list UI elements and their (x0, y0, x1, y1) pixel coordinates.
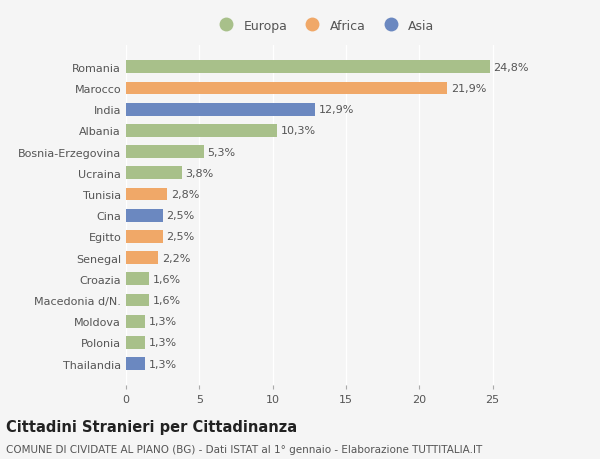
Text: 12,9%: 12,9% (319, 105, 354, 115)
Text: 1,3%: 1,3% (149, 338, 177, 347)
Text: 10,3%: 10,3% (281, 126, 316, 136)
Text: 1,3%: 1,3% (149, 317, 177, 326)
Text: 1,6%: 1,6% (153, 274, 181, 284)
Bar (126, 273, 149, 285)
Legend: Europa, Africa, Asia: Europa, Africa, Asia (209, 15, 439, 38)
Bar (126, 252, 158, 264)
Text: Cittadini Stranieri per Cittadinanza: Cittadini Stranieri per Cittadinanza (6, 419, 297, 434)
Text: 1,6%: 1,6% (153, 295, 181, 305)
Bar (126, 209, 163, 222)
Bar (126, 294, 149, 307)
Text: 5,3%: 5,3% (208, 147, 236, 157)
Text: 24,8%: 24,8% (493, 63, 529, 73)
Bar (126, 315, 145, 328)
Bar (126, 336, 145, 349)
Bar (126, 62, 490, 74)
Bar (126, 188, 167, 201)
Text: 3,8%: 3,8% (185, 168, 214, 179)
Text: 21,9%: 21,9% (451, 84, 486, 94)
Text: 2,5%: 2,5% (166, 211, 194, 221)
Bar (126, 146, 204, 159)
Text: 2,8%: 2,8% (171, 190, 199, 200)
Bar (126, 83, 447, 95)
Text: 1,3%: 1,3% (149, 359, 177, 369)
Bar (126, 230, 163, 243)
Bar (126, 167, 182, 180)
Text: 2,2%: 2,2% (162, 253, 190, 263)
Bar (126, 125, 277, 138)
Text: 2,5%: 2,5% (166, 232, 194, 242)
Text: COMUNE DI CIVIDATE AL PIANO (BG) - Dati ISTAT al 1° gennaio - Elaborazione TUTTI: COMUNE DI CIVIDATE AL PIANO (BG) - Dati … (6, 444, 482, 454)
Bar (126, 104, 315, 116)
Bar (126, 358, 145, 370)
